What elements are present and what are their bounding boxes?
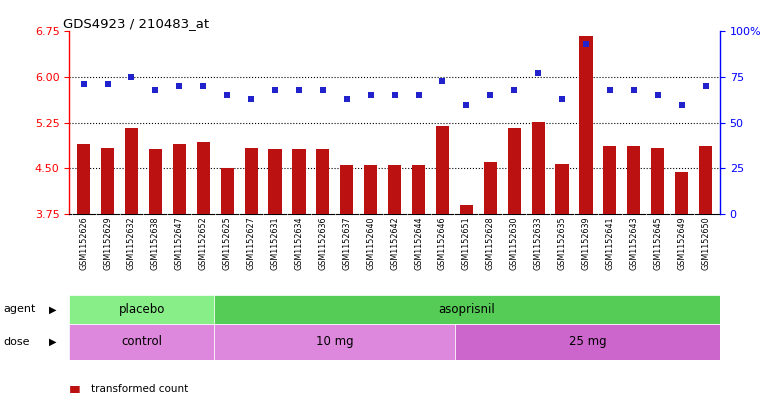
Text: GSM1152633: GSM1152633 (534, 217, 543, 270)
Bar (436, 127, 449, 214)
Bar (220, 169, 234, 214)
Text: GSM1152651: GSM1152651 (462, 217, 471, 270)
Bar (675, 171, 688, 214)
Point (580, 41, 592, 48)
Point (388, 92, 400, 99)
Point (484, 92, 497, 99)
Bar (699, 146, 712, 214)
Bar (388, 165, 401, 214)
Point (675, 101, 688, 108)
Bar (293, 149, 306, 214)
Text: GSM1152646: GSM1152646 (438, 217, 447, 270)
Bar (149, 149, 162, 214)
Text: dose: dose (4, 337, 30, 347)
Bar (484, 162, 497, 214)
Text: ■: ■ (69, 382, 81, 393)
Text: GSM1152649: GSM1152649 (677, 217, 686, 270)
Text: GSM1152635: GSM1152635 (557, 217, 567, 270)
Text: GSM1152631: GSM1152631 (270, 217, 280, 270)
Point (699, 83, 711, 90)
Text: 10 mg: 10 mg (316, 335, 353, 349)
Text: agent: agent (4, 305, 36, 314)
Point (413, 92, 425, 99)
Text: GSM1152644: GSM1152644 (414, 217, 423, 270)
Bar (364, 165, 377, 214)
Text: GSM1152652: GSM1152652 (199, 217, 208, 270)
Bar (507, 128, 521, 214)
Bar (214, 324, 455, 360)
Text: ▶: ▶ (49, 337, 56, 347)
Bar (340, 165, 353, 214)
Bar (101, 148, 114, 214)
Point (269, 87, 281, 93)
Text: GSM1152642: GSM1152642 (390, 217, 399, 270)
Point (221, 92, 233, 99)
Point (149, 87, 162, 93)
Text: GSM1152650: GSM1152650 (701, 217, 710, 270)
Text: GSM1152626: GSM1152626 (79, 217, 88, 270)
Bar (460, 205, 473, 214)
Point (628, 87, 640, 93)
Bar (214, 295, 720, 324)
Text: GSM1152632: GSM1152632 (127, 217, 136, 270)
Point (102, 81, 114, 88)
Text: GSM1152641: GSM1152641 (605, 217, 614, 270)
Text: ▶: ▶ (49, 305, 56, 314)
Text: GSM1152637: GSM1152637 (343, 217, 351, 270)
Point (556, 96, 568, 102)
Point (78, 81, 90, 88)
Text: GSM1152630: GSM1152630 (510, 217, 519, 270)
Point (316, 87, 329, 93)
Text: GSM1152627: GSM1152627 (246, 217, 256, 270)
Point (197, 83, 209, 90)
Point (126, 74, 138, 80)
Bar (555, 164, 569, 214)
Text: transformed count: transformed count (91, 384, 188, 393)
Text: 25 mg: 25 mg (568, 335, 606, 349)
Bar (455, 324, 720, 360)
Text: GSM1152647: GSM1152647 (175, 217, 184, 270)
Bar (604, 146, 617, 214)
Bar (69, 295, 214, 324)
Text: GDS4923 / 210483_at: GDS4923 / 210483_at (63, 17, 209, 30)
Bar (172, 144, 186, 214)
Point (508, 87, 521, 93)
Bar (316, 149, 330, 214)
Bar (77, 144, 90, 214)
Bar (531, 121, 544, 214)
Point (604, 87, 616, 93)
Text: GSM1152643: GSM1152643 (629, 217, 638, 270)
Bar (628, 146, 641, 214)
Text: asoprisnil: asoprisnil (439, 303, 495, 316)
Bar (125, 128, 138, 214)
Point (340, 96, 353, 102)
Point (651, 92, 664, 99)
Text: control: control (121, 335, 162, 349)
Text: GSM1152639: GSM1152639 (581, 217, 591, 270)
Bar (196, 142, 210, 214)
Bar (269, 149, 282, 214)
Text: GSM1152625: GSM1152625 (223, 217, 232, 270)
Text: GSM1152638: GSM1152638 (151, 217, 160, 270)
Bar (579, 36, 593, 214)
Bar (245, 148, 258, 214)
Bar (651, 149, 665, 214)
Text: GSM1152640: GSM1152640 (367, 217, 375, 270)
Text: GSM1152636: GSM1152636 (318, 217, 327, 270)
Text: GSM1152628: GSM1152628 (486, 217, 495, 270)
Text: GSM1152634: GSM1152634 (294, 217, 303, 270)
Point (293, 87, 305, 93)
Point (460, 101, 473, 108)
Point (173, 83, 186, 90)
Text: GSM1152645: GSM1152645 (653, 217, 662, 270)
Point (437, 78, 449, 84)
Text: placebo: placebo (119, 303, 165, 316)
Point (245, 96, 257, 102)
Bar (69, 324, 214, 360)
Point (364, 92, 377, 99)
Text: GSM1152629: GSM1152629 (103, 217, 112, 270)
Point (532, 70, 544, 77)
Bar (412, 165, 425, 214)
